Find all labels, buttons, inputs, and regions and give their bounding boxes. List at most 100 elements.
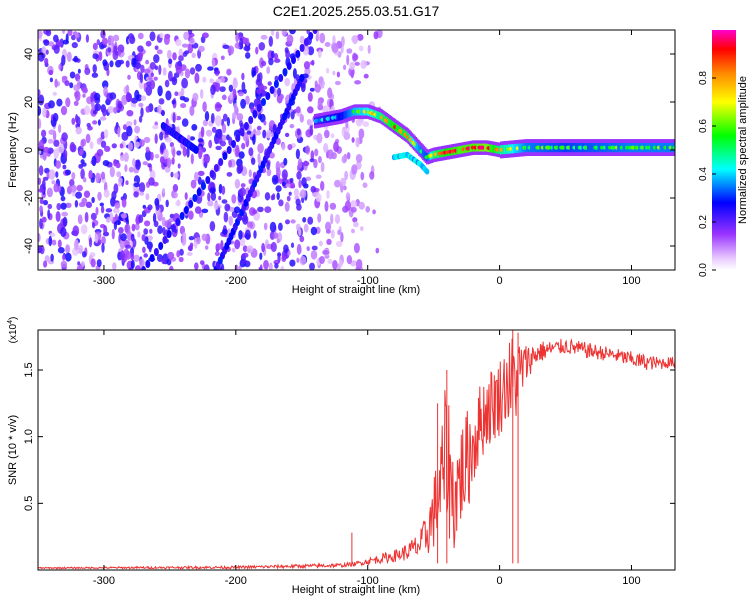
noise-dot — [120, 250, 125, 261]
noise-dot — [175, 39, 182, 47]
noise-dot — [48, 129, 56, 135]
noise-dot — [92, 42, 98, 51]
noise-dot — [74, 90, 81, 102]
noise-dot — [148, 243, 152, 253]
noise-dot — [296, 171, 302, 180]
noise-dot — [93, 92, 101, 101]
noise-dot — [137, 45, 144, 53]
noise-dot — [303, 61, 311, 70]
noise-dot — [90, 258, 96, 268]
y-tick-label: 0 — [23, 147, 35, 153]
streak-dot — [312, 30, 318, 34]
noise-dot — [333, 141, 339, 153]
noise-dot — [362, 182, 368, 188]
noise-dot — [159, 131, 164, 141]
noise-dot — [274, 75, 279, 82]
noise-dot — [154, 153, 160, 159]
noise-dot — [278, 222, 283, 231]
noise-dot — [90, 177, 95, 183]
noise-dot — [351, 228, 355, 234]
noise-dot — [284, 77, 291, 87]
noise-dot — [367, 44, 371, 54]
noise-dot — [349, 61, 355, 71]
spectrogram-x-label: Height of straight line (km) — [292, 284, 420, 296]
noise-dot — [102, 160, 110, 167]
streak-dot — [193, 146, 199, 154]
noise-dot — [41, 179, 46, 189]
noise-dot — [55, 211, 61, 222]
noise-dot — [129, 35, 136, 45]
snr-panel: -300 -200 -100 0 100 0.5 1.0 1.5 Height of stra… — [7, 317, 676, 596]
noise-dot — [234, 239, 241, 250]
noise-dot — [154, 133, 158, 144]
noise-dot — [171, 76, 178, 86]
noise-dot — [266, 66, 271, 74]
noise-dot — [281, 255, 287, 262]
noise-dot — [289, 177, 294, 183]
noise-dot — [126, 110, 134, 117]
noise-dot — [319, 32, 326, 44]
noise-dot — [279, 178, 283, 185]
noise-dot — [137, 231, 141, 238]
noise-dot — [60, 105, 68, 116]
noise-dot — [285, 219, 290, 225]
noise-dot — [281, 30, 287, 36]
noise-dot — [79, 148, 84, 156]
noise-dot — [234, 178, 241, 189]
noise-dot — [157, 225, 163, 235]
noise-dot — [127, 74, 131, 80]
noise-dot — [102, 80, 109, 89]
noise-dot — [135, 159, 141, 170]
noise-dot — [145, 193, 150, 201]
noise-dot — [320, 180, 325, 191]
noise-dot — [99, 202, 105, 207]
noise-dot — [106, 216, 111, 223]
x-tick-label: 0 — [497, 575, 503, 587]
noise-dot — [300, 83, 306, 93]
noise-dot — [51, 239, 57, 246]
noise-dot — [109, 212, 114, 222]
noise-dot — [213, 70, 221, 75]
noise-dot — [41, 129, 47, 138]
noise-dot — [113, 106, 118, 114]
noise-dot — [130, 233, 135, 242]
noise-dot — [326, 238, 332, 245]
y-tick-label: -40 — [23, 238, 35, 254]
noise-dot — [38, 165, 44, 176]
noise-dot — [194, 72, 200, 84]
noise-dot — [236, 165, 243, 175]
snr-y-label: SNR (10 * v/v) — [7, 415, 19, 485]
noise-dot — [215, 243, 222, 251]
noise-dot — [355, 137, 360, 148]
noise-dot — [96, 39, 101, 46]
noise-dot — [115, 162, 121, 169]
noise-dot — [233, 103, 238, 111]
noise-dot — [152, 213, 157, 223]
noise-dot — [153, 54, 160, 64]
noise-dot — [191, 124, 198, 131]
noise-dot — [80, 168, 85, 180]
noise-dot — [313, 158, 318, 169]
x-tick-label: -200 — [225, 275, 247, 287]
noise-dot — [281, 142, 286, 151]
noise-dot — [331, 152, 337, 160]
noise-dot — [95, 172, 101, 184]
noise-dot — [125, 60, 130, 68]
noise-dot — [139, 182, 146, 193]
noise-dot — [142, 246, 146, 253]
noise-dot — [80, 224, 88, 235]
noise-dot — [69, 82, 74, 89]
noise-dot — [263, 120, 267, 126]
streak-dot — [248, 116, 254, 124]
noise-dot — [164, 220, 172, 228]
y-tick-label: 0.5 — [23, 496, 35, 511]
noise-dot — [332, 260, 338, 270]
noise-dot — [238, 91, 244, 97]
noise-dot — [201, 32, 209, 39]
noise-dot — [297, 158, 303, 170]
noise-dot — [287, 144, 293, 151]
noise-dot — [84, 211, 89, 223]
streak-dot — [235, 134, 241, 142]
